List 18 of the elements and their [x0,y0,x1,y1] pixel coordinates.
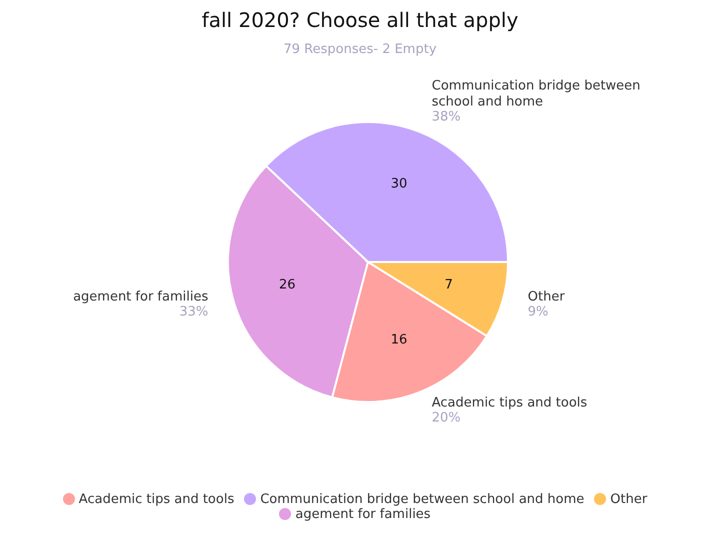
data-label: 7 [444,278,453,293]
slice-label: Communication bridge between school and home [432,78,640,110]
text: 20% [432,410,461,426]
slice-label: Other [528,290,566,305]
legend-label: agement for families [295,507,431,522]
slice-label: agement for families [73,290,208,305]
slice-label: Academic tips and tools [432,396,588,411]
data-label: 30 [390,176,408,192]
text: 38% [432,109,461,124]
chart-subtitle: 79 Responses- 2 Empty [282,42,438,57]
chart-title: fall 2020? Choose all that apply [200,8,520,32]
legend-label: Academic tips and tools [78,492,234,507]
legend-label: Other [610,492,648,507]
text: 9% [528,304,548,320]
text: 33% [179,304,208,320]
data-label: 16 [390,332,408,348]
legend-label: Communication bridge between school and home [260,492,584,507]
data-label: 26 [278,278,296,293]
